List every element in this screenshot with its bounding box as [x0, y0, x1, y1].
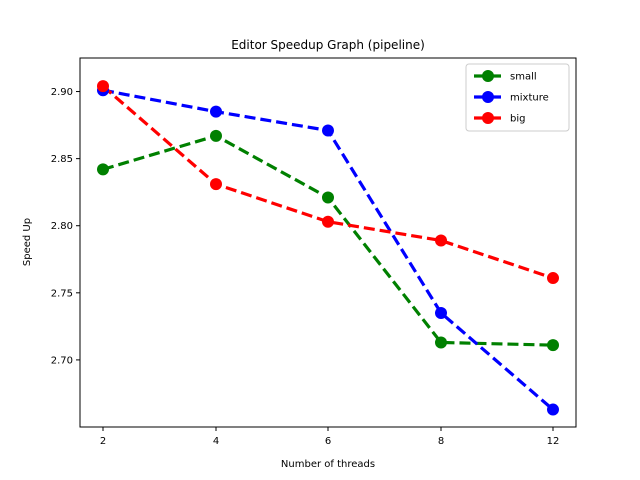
legend-label-mixture: mixture	[510, 93, 549, 104]
data-point-small	[435, 336, 447, 349]
x-tick-label: 8	[438, 436, 444, 447]
x-tick-label: 4	[213, 436, 219, 447]
data-point-small	[210, 129, 222, 142]
y-tick-label: 2.90	[51, 87, 73, 98]
data-point-small	[97, 163, 109, 176]
y-axis-title: Speed Up	[22, 218, 33, 266]
legend-marker-small	[482, 70, 494, 82]
data-point-small	[547, 339, 559, 352]
legend-label-big: big	[510, 114, 525, 125]
data-point-mixture	[210, 105, 222, 118]
x-tick-label: 6	[325, 436, 331, 447]
plot-frame	[79, 57, 577, 428]
data-point-big	[97, 80, 109, 93]
data-point-mixture	[322, 124, 334, 137]
data-point-small	[322, 191, 334, 204]
y-tick-label: 2.80	[51, 221, 73, 232]
data-point-big	[547, 272, 559, 285]
chart-title: Editor Speedup Graph (pipeline)	[231, 38, 425, 52]
y-tick-label: 2.85	[51, 154, 73, 165]
legend: small mixture big	[465, 63, 570, 132]
series-line-big	[101, 84, 554, 280]
plot-area: 2 4 6 8 12 2.70 2.75 2.80 2.85 2.90	[51, 80, 560, 447]
data-point-big	[435, 234, 447, 247]
data-point-mixture	[547, 403, 559, 416]
y-tick-label: 2.75	[51, 288, 73, 299]
x-tick-label: 12	[547, 436, 560, 447]
data-point-mixture	[435, 306, 447, 319]
legend-marker-big	[482, 112, 494, 124]
legend-marker-mixture	[482, 91, 494, 103]
y-tick-label: 2.70	[51, 355, 73, 366]
x-axis-title: Number of threads	[281, 459, 375, 470]
data-point-big	[322, 215, 334, 228]
data-point-big	[210, 178, 222, 191]
x-tick-label: 2	[100, 436, 106, 447]
legend-label-small: small	[510, 72, 537, 83]
